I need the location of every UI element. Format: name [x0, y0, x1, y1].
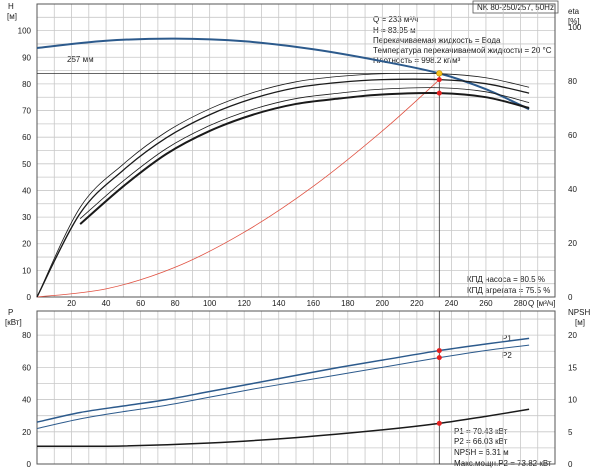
top-right-tick-label: 80	[568, 77, 577, 86]
top-left-tick-label: 0	[27, 293, 32, 302]
efficiency-info: КПД насоса = 80.5 % КПД агрегата = 75.5 …	[467, 275, 550, 295]
bottom-right-tick-label: 5	[568, 428, 573, 437]
h-curve-line	[36, 37, 530, 111]
top-left-tick-label: 30	[22, 213, 31, 222]
top-left-axis-unit: [м]	[7, 12, 17, 21]
top-right-axis-label: eta	[568, 7, 580, 16]
bottom-left-tick-label: 40	[22, 396, 31, 405]
bottom-left-tick-label: 80	[22, 331, 31, 340]
bottom-right-tick-label: 0	[568, 460, 573, 469]
bottom-plot-frame	[36, 310, 556, 465]
unit-efficiency-outline	[79, 87, 530, 220]
p1-label: P1	[502, 334, 512, 343]
bottom-left-tick-label: 20	[22, 428, 31, 437]
p1-marker	[436, 348, 442, 354]
x-tick-label: 260	[479, 299, 493, 308]
top-left-tick-label: 10	[22, 266, 31, 275]
x-tick-label: 220	[410, 299, 424, 308]
plot-layer: 0102030405060708090100020406080100020406…	[18, 3, 582, 469]
top-right-tick-label: 100	[568, 23, 582, 32]
x-axis-label: Q [м³/ч]	[528, 299, 555, 308]
top-left-tick-label: 60	[22, 133, 31, 142]
p2-power-line	[36, 344, 530, 430]
bottom-right-axis-unit: [м]	[575, 318, 585, 327]
p2-label: P2	[502, 351, 512, 360]
x-tick-label: 80	[171, 299, 180, 308]
unit-efficiency-marker	[436, 90, 442, 96]
x-tick-label: 100	[203, 299, 217, 308]
eff-unit-line: КПД агрегата = 75.5 %	[467, 286, 550, 295]
bottom-left-axis-unit: [кВт]	[5, 318, 22, 327]
x-tick-label: 120	[238, 299, 252, 308]
bottom-right-tick-label: 10	[568, 396, 577, 405]
x-tick-label: 180	[341, 299, 355, 308]
top-right-tick-label: 0	[568, 293, 573, 302]
info-line-q: Q = 233 м³/ч	[373, 15, 418, 24]
x-tick-label: 280	[514, 299, 528, 308]
top-left-tick-label: 80	[22, 80, 31, 89]
bottom-left-tick-label: 0	[27, 460, 32, 469]
power-p2-line: P2 = 66.03 кВт	[454, 437, 508, 446]
p1-power-line	[36, 337, 530, 423]
eff-pump-line: КПД насоса = 80.5 %	[467, 275, 545, 284]
top-left-tick-label: 90	[22, 53, 31, 62]
p2-marker	[436, 355, 442, 361]
x-tick-label: 20	[67, 299, 76, 308]
system-curve-line	[36, 79, 440, 298]
x-tick-label: 60	[136, 299, 145, 308]
top-left-tick-label: 100	[18, 27, 32, 36]
bottom-right-tick-label: 20	[568, 331, 577, 340]
bottom-right-tick-label: 15	[568, 363, 577, 372]
chart-title: NK 80-250/257, 50Hz	[477, 3, 554, 12]
pump-efficiency-line	[36, 78, 530, 298]
bottom-left-axis-label: P	[8, 308, 13, 317]
top-left-tick-label: 20	[22, 240, 31, 249]
duty-point-marker	[436, 70, 443, 77]
x-tick-label: 40	[102, 299, 111, 308]
top-right-tick-label: 20	[568, 239, 577, 248]
info-line-liquid: Перекачиваемая жидкость = Вода	[373, 36, 501, 45]
top-left-tick-label: 40	[22, 186, 31, 195]
top-plot-frame	[36, 3, 556, 298]
x-tick-label: 240	[445, 299, 459, 308]
unit-efficiency-line	[79, 92, 530, 225]
impeller-label: 257 мм	[67, 55, 94, 64]
top-right-tick-label: 60	[568, 131, 577, 140]
pump-efficiency-marker	[436, 77, 442, 83]
npsh-line: NPSH = 6.31 м	[454, 448, 509, 457]
x-tick-label: 160	[307, 299, 321, 308]
bottom-left-tick-label: 60	[22, 363, 31, 372]
top-left-tick-label: 50	[22, 160, 31, 169]
info-line-temperature: Температура перекачиваемой жидкости = 20…	[373, 46, 552, 55]
x-tick-label: 200	[376, 299, 390, 308]
npsh-marker	[436, 420, 442, 426]
npsh-line-curve	[36, 408, 530, 448]
bottom-right-axis-label: NPSH	[568, 308, 590, 317]
x-tick-label: 140	[272, 299, 286, 308]
top-right-axis-unit: [%]	[568, 17, 580, 26]
top-left-axis-label: H	[8, 2, 14, 11]
top-left-tick-label: 70	[22, 107, 31, 116]
top-right-tick-label: 40	[568, 185, 577, 194]
